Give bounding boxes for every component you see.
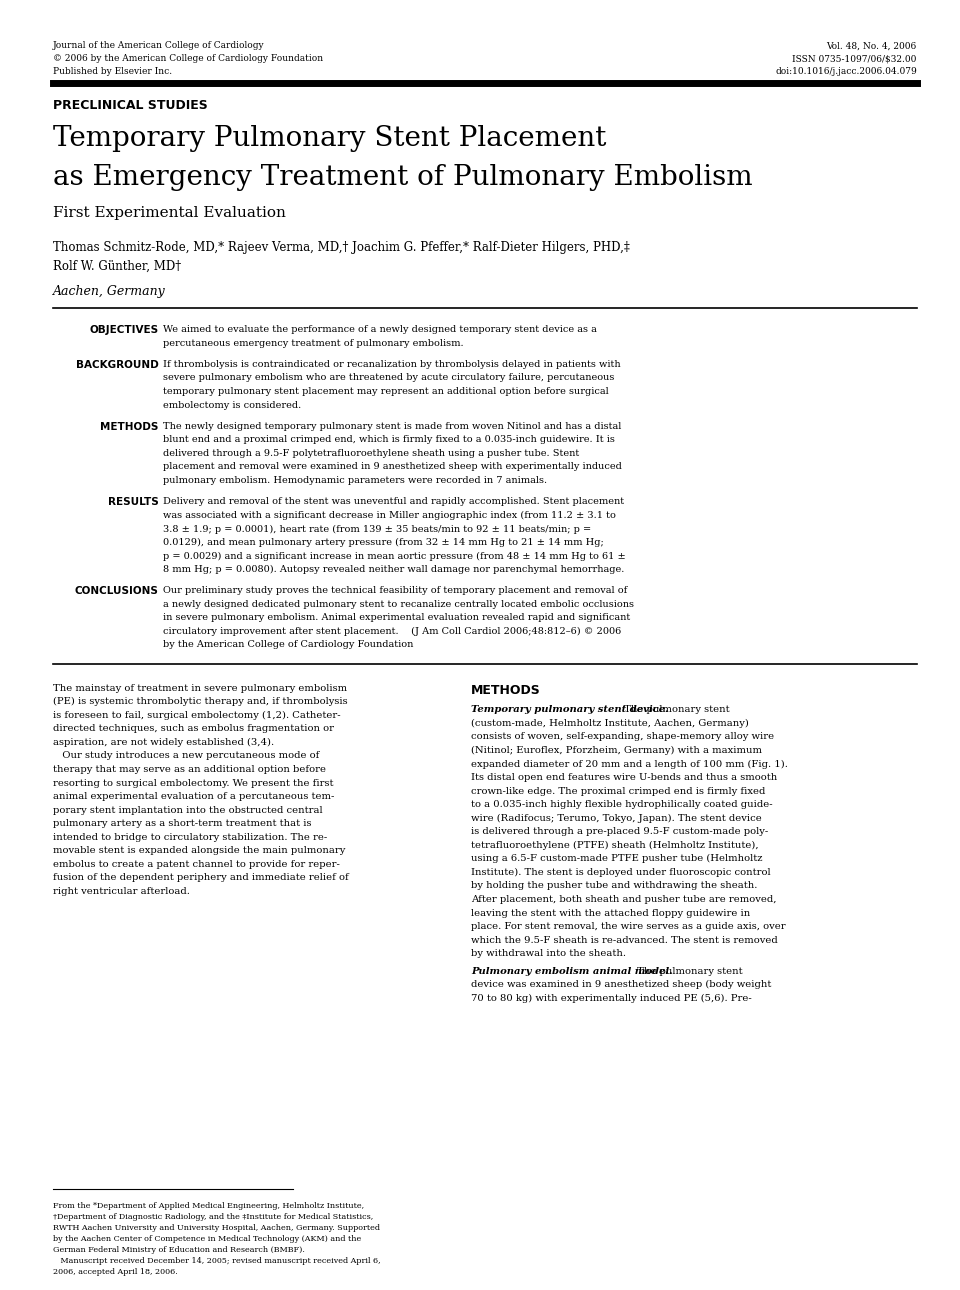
Text: pulmonary artery as a short-term treatment that is: pulmonary artery as a short-term treatme… [53, 819, 311, 828]
Text: Delivery and removal of the stent was uneventful and rapidly accomplished. Stent: Delivery and removal of the stent was un… [163, 498, 624, 506]
Text: 2006, accepted April 18, 2006.: 2006, accepted April 18, 2006. [53, 1268, 178, 1276]
Text: Our preliminary study proves the technical feasibility of temporary placement an: Our preliminary study proves the technic… [163, 587, 628, 595]
Text: circulatory improvement after stent placement.    (J Am Coll Cardiol 2006;48:812: circulatory improvement after stent plac… [163, 627, 621, 636]
Text: wire (Radifocus; Terumo, Tokyo, Japan). The stent device: wire (Radifocus; Terumo, Tokyo, Japan). … [470, 814, 761, 823]
Text: by withdrawal into the sheath.: by withdrawal into the sheath. [470, 949, 626, 958]
Text: movable stent is expanded alongside the main pulmonary: movable stent is expanded alongside the … [53, 846, 346, 855]
Text: is foreseen to fail, surgical embolectomy (1,2). Catheter-: is foreseen to fail, surgical embolectom… [53, 711, 341, 720]
Text: We aimed to evaluate the performance of a newly designed temporary stent device : We aimed to evaluate the performance of … [163, 325, 597, 334]
Text: Institute). The stent is deployed under fluoroscopic control: Institute). The stent is deployed under … [470, 868, 771, 877]
Text: aspiration, are not widely established (3,4).: aspiration, are not widely established (… [53, 738, 274, 747]
Text: consists of woven, self-expanding, shape-memory alloy wire: consists of woven, self-expanding, shape… [470, 733, 774, 742]
Text: tetrafluoroethylene (PTFE) sheath (Helmholtz Institute),: tetrafluoroethylene (PTFE) sheath (Helmh… [470, 841, 758, 850]
Text: which the 9.5-F sheath is re-advanced. The stent is removed: which the 9.5-F sheath is re-advanced. T… [470, 935, 778, 944]
Text: METHODS: METHODS [470, 684, 540, 697]
Text: embolectomy is considered.: embolectomy is considered. [163, 400, 301, 409]
Text: (custom-made, Helmholtz Institute, Aachen, Germany): (custom-made, Helmholtz Institute, Aache… [470, 719, 749, 728]
Text: CONCLUSIONS: CONCLUSIONS [75, 587, 158, 596]
Text: If thrombolysis is contraindicated or recanalization by thrombolysis delayed in : If thrombolysis is contraindicated or re… [163, 360, 621, 369]
Text: Aachen, Germany: Aachen, Germany [53, 285, 165, 298]
Text: fusion of the dependent periphery and immediate relief of: fusion of the dependent periphery and im… [53, 873, 348, 882]
Text: Rolf W. Günther, MD†: Rolf W. Günther, MD† [53, 259, 180, 272]
Text: Published by Elsevier Inc.: Published by Elsevier Inc. [53, 67, 172, 76]
Text: by the Aachen Center of Competence in Medical Technology (AKM) and the: by the Aachen Center of Competence in Me… [53, 1236, 361, 1244]
Text: Pulmonary embolism animal model.: Pulmonary embolism animal model. [470, 966, 673, 975]
Text: by the American College of Cardiology Foundation: by the American College of Cardiology Fo… [163, 641, 414, 649]
Text: OBJECTIVES: OBJECTIVES [89, 325, 158, 335]
Text: as Emergency Treatment of Pulmonary Embolism: as Emergency Treatment of Pulmonary Embo… [53, 164, 753, 191]
Text: The pulmonary stent: The pulmonary stent [634, 966, 743, 975]
Text: Thomas Schmitz-Rode, MD,* Rajeev Verma, MD,† Joachim G. Pfeffer,* Ralf-Dieter Hi: Thomas Schmitz-Rode, MD,* Rajeev Verma, … [53, 241, 630, 254]
Text: pulmonary embolism. Hemodynamic parameters were recorded in 7 animals.: pulmonary embolism. Hemodynamic paramete… [163, 476, 547, 485]
Text: 3.8 ± 1.9; p = 0.0001), heart rate (from 139 ± 35 beats/min to 92 ± 11 beats/min: 3.8 ± 1.9; p = 0.0001), heart rate (from… [163, 525, 591, 534]
Text: porary stent implantation into the obstructed central: porary stent implantation into the obstr… [53, 806, 323, 814]
Text: After placement, both sheath and pusher tube are removed,: After placement, both sheath and pusher … [470, 895, 777, 904]
Text: 0.0129), and mean pulmonary artery pressure (from 32 ± 14 mm Hg to 21 ± 14 mm Hg: 0.0129), and mean pulmonary artery press… [163, 538, 604, 547]
Text: BACKGROUND: BACKGROUND [76, 360, 158, 370]
Text: First Experimental Evaluation: First Experimental Evaluation [53, 206, 286, 221]
Text: percutaneous emergency treatment of pulmonary embolism.: percutaneous emergency treatment of pulm… [163, 338, 464, 347]
Text: was associated with a significant decrease in Miller angiographic index (from 11: was associated with a significant decrea… [163, 511, 616, 520]
Text: temporary pulmonary stent placement may represent an additional option before su: temporary pulmonary stent placement may … [163, 387, 609, 396]
Text: Journal of the American College of Cardiology: Journal of the American College of Cardi… [53, 41, 264, 50]
Text: From the *Department of Applied Medical Engineering, Helmholtz Institute,: From the *Department of Applied Medical … [53, 1202, 364, 1210]
Text: is delivered through a pre-placed 9.5-F custom-made poly-: is delivered through a pre-placed 9.5-F … [470, 827, 768, 836]
Text: 8 mm Hg; p = 0.0080). Autopsy revealed neither wall damage nor parenchymal hemor: 8 mm Hg; p = 0.0080). Autopsy revealed n… [163, 565, 625, 574]
Text: using a 6.5-F custom-made PTFE pusher tube (Helmholtz: using a 6.5-F custom-made PTFE pusher tu… [470, 854, 762, 863]
Text: to a 0.035-inch highly flexible hydrophilically coated guide-: to a 0.035-inch highly flexible hydrophi… [470, 800, 773, 809]
Text: Manuscript received December 14, 2005; revised manuscript received April 6,: Manuscript received December 14, 2005; r… [53, 1256, 380, 1265]
Text: animal experimental evaluation of a percutaneous tem-: animal experimental evaluation of a perc… [53, 792, 334, 801]
Text: The mainstay of treatment in severe pulmonary embolism: The mainstay of treatment in severe pulm… [53, 684, 347, 693]
Text: in severe pulmonary embolism. Animal experimental evaluation revealed rapid and : in severe pulmonary embolism. Animal exp… [163, 614, 631, 622]
Text: †Department of Diagnostic Radiology, and the ‡Institute for Medical Statistics,: †Department of Diagnostic Radiology, and… [53, 1213, 373, 1222]
Text: p = 0.0029) and a significant increase in mean aortic pressure (from 48 ± 14 mm : p = 0.0029) and a significant increase i… [163, 552, 626, 561]
Text: therapy that may serve as an additional option before: therapy that may serve as an additional … [53, 765, 325, 774]
Text: delivered through a 9.5-F polytetrafluoroethylene sheath using a pusher tube. St: delivered through a 9.5-F polytetrafluor… [163, 449, 580, 458]
Text: Temporary pulmonary stent device.: Temporary pulmonary stent device. [470, 706, 668, 715]
Text: Our study introduces a new percutaneous mode of: Our study introduces a new percutaneous … [53, 752, 319, 760]
Text: ISSN 0735-1097/06/$32.00: ISSN 0735-1097/06/$32.00 [792, 54, 917, 63]
Text: leaving the stent with the attached floppy guidewire in: leaving the stent with the attached flop… [470, 908, 750, 917]
Text: severe pulmonary embolism who are threatened by acute circulatory failure, percu: severe pulmonary embolism who are threat… [163, 374, 614, 382]
Text: Its distal open end features wire U-bends and thus a smooth: Its distal open end features wire U-bend… [470, 773, 778, 782]
Text: embolus to create a patent channel to provide for reper-: embolus to create a patent channel to pr… [53, 860, 340, 868]
Text: blunt end and a proximal crimped end, which is firmly fixed to a 0.035-inch guid: blunt end and a proximal crimped end, wh… [163, 436, 615, 444]
Text: RESULTS: RESULTS [108, 498, 158, 507]
Text: crown-like edge. The proximal crimped end is firmly fixed: crown-like edge. The proximal crimped en… [470, 787, 765, 796]
Text: directed techniques, such as embolus fragmentation or: directed techniques, such as embolus fra… [53, 725, 334, 733]
Text: a newly designed dedicated pulmonary stent to recanalize centrally located embol: a newly designed dedicated pulmonary ste… [163, 600, 635, 609]
Text: place. For stent removal, the wire serves as a guide axis, over: place. For stent removal, the wire serve… [470, 922, 785, 931]
Text: intended to bridge to circulatory stabilization. The re-: intended to bridge to circulatory stabil… [53, 833, 327, 841]
Text: doi:10.1016/j.jacc.2006.04.079: doi:10.1016/j.jacc.2006.04.079 [775, 67, 917, 76]
Text: resorting to surgical embolectomy. We present the first: resorting to surgical embolectomy. We pr… [53, 779, 333, 787]
Text: METHODS: METHODS [100, 422, 158, 432]
Text: Vol. 48, No. 4, 2006: Vol. 48, No. 4, 2006 [827, 41, 917, 50]
Text: placement and removal were examined in 9 anesthetized sheep with experimentally : placement and removal were examined in 9… [163, 463, 622, 471]
Text: © 2006 by the American College of Cardiology Foundation: © 2006 by the American College of Cardio… [53, 54, 323, 63]
Text: right ventricular afterload.: right ventricular afterload. [53, 888, 190, 895]
Text: (Nitinol; Euroflex, Pforzheim, Germany) with a maximum: (Nitinol; Euroflex, Pforzheim, Germany) … [470, 746, 762, 755]
Text: German Federal Ministry of Education and Research (BMBF).: German Federal Ministry of Education and… [53, 1246, 304, 1254]
Text: 70 to 80 kg) with experimentally induced PE (5,6). Pre-: 70 to 80 kg) with experimentally induced… [470, 993, 752, 1004]
Text: expanded diameter of 20 mm and a length of 100 mm (Fig. 1).: expanded diameter of 20 mm and a length … [470, 760, 788, 769]
Text: PRECLINICAL STUDIES: PRECLINICAL STUDIES [53, 99, 207, 112]
Text: RWTH Aachen University and University Hospital, Aachen, Germany. Supported: RWTH Aachen University and University Ho… [53, 1224, 380, 1232]
Text: (PE) is systemic thrombolytic therapy and, if thrombolysis: (PE) is systemic thrombolytic therapy an… [53, 698, 348, 707]
Text: device was examined in 9 anesthetized sheep (body weight: device was examined in 9 anesthetized sh… [470, 980, 771, 989]
Text: The newly designed temporary pulmonary stent is made from woven Nitinol and has : The newly designed temporary pulmonary s… [163, 422, 621, 431]
Text: The pulmonary stent: The pulmonary stent [620, 706, 730, 715]
Text: by holding the pusher tube and withdrawing the sheath.: by holding the pusher tube and withdrawi… [470, 881, 757, 890]
Text: Temporary Pulmonary Stent Placement: Temporary Pulmonary Stent Placement [53, 125, 606, 152]
